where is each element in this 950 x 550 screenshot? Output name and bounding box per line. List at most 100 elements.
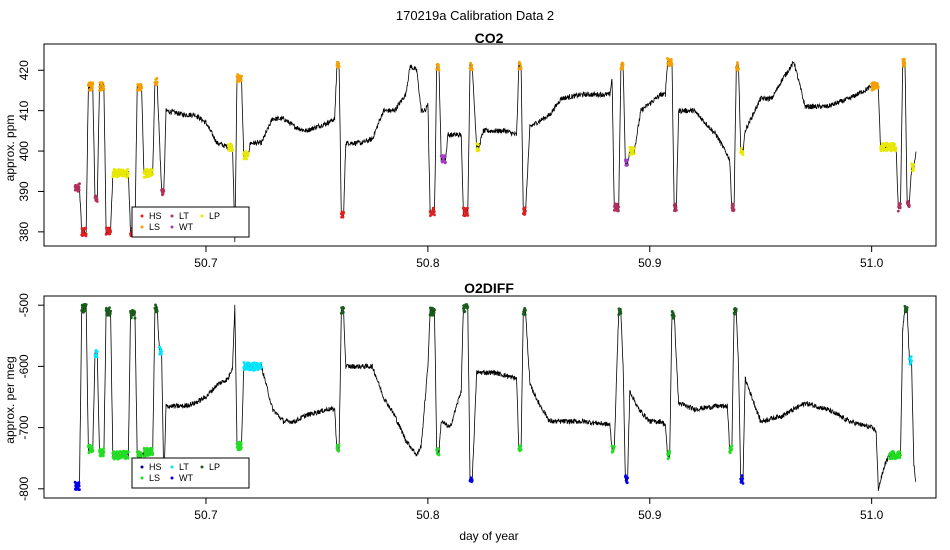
calibration-point [673,202,677,206]
calibration-point [126,450,130,454]
calibration-point [239,443,243,446]
y-tick-label: 420 [17,60,31,80]
calibration-point [77,484,81,488]
calibration-point [126,456,130,460]
figure-title: 170219a Calibration Data 2 [396,8,554,23]
legend-label: LS [149,473,160,483]
calibration-point [160,350,164,353]
calibration-point [78,488,81,491]
calibration-point [736,61,739,65]
calibration-point [668,449,672,453]
calibration-point [337,62,340,66]
calibration-point [670,58,673,61]
calibration-point [617,205,621,209]
x-tick-label: 50.7 [194,256,218,270]
calibration-point [337,444,341,447]
plot-frame [43,295,937,499]
calibration-point [433,213,436,217]
calibration-point [894,149,897,153]
calibration-point [145,446,149,450]
legend-label: LT [179,211,189,221]
legend-marker [140,214,144,218]
legend-marker [170,465,174,469]
legend-marker [140,476,144,480]
calibration-point [341,310,345,314]
calibration-point [155,83,159,87]
calibration-point [667,456,671,460]
calibration-point [246,151,250,155]
calibration-point [519,444,523,448]
y-tick-label: 400 [17,141,31,161]
y-tick-label: -800 [17,476,31,500]
calibration-point [436,65,440,69]
calibration-point [899,453,902,457]
legend-label: LT [179,462,189,472]
calibration-point [437,453,441,457]
calibration-point [903,62,907,65]
calibration-point [109,230,112,234]
calibration-point [155,77,159,80]
calibration-point [466,305,470,309]
calibration-point [155,80,159,84]
calibration-point [885,141,888,145]
calibration-point [523,313,527,317]
x-tick-label: 51.0 [860,256,884,270]
calibration-point [470,63,474,67]
calibration-point [161,192,165,196]
calibration-point [155,306,159,310]
calibration-point [626,163,629,167]
calibration-point [102,454,105,458]
calibration-point [905,306,909,309]
calibration-point [728,451,732,455]
calibration-point [342,306,345,310]
calibration-point [129,316,133,320]
y-tick-label: 410 [17,100,31,120]
calibration-point [903,64,907,68]
calibration-point [140,85,144,89]
o2diff-data-marks: 50.7 50.8 50.9 51.0 -800 -700 -600 -500 [17,293,937,522]
calibration-point [737,67,740,71]
legend-marker [200,465,204,469]
calibration-point [731,202,735,206]
calibration-point [740,146,743,150]
calibration-point [896,209,900,213]
calibration-point [102,87,106,91]
calibration-point [470,479,474,483]
calibration-point [259,361,263,365]
calibration-point [154,303,157,307]
co2-y-axis-label: approx. ppm [3,115,17,182]
calibration-point [126,168,129,171]
calibration-point [741,151,745,154]
legend-marker [170,476,174,480]
o2diff-panel-title: O2DIFF [464,280,514,296]
calibration-point [909,355,913,359]
calibration-point [133,316,137,320]
co2-legend: HS LT LP LS WT [131,206,250,238]
legend-box [131,457,250,489]
calibration-point [612,445,616,448]
calibration-point [671,311,675,315]
calibration-point [78,182,81,186]
o2diff-panel: O2DIFF approx. per meg 50.7 50.8 50.9 51.0 -… [3,280,937,522]
calibration-point [155,310,159,313]
calibration-point [432,210,436,214]
calibration-point [240,74,243,78]
calibration-point [124,454,128,457]
calibration-point [894,146,898,150]
legend-box [131,206,250,238]
calibration-point [95,195,98,199]
calibration-point [519,67,523,70]
x-tick-label: 50.9 [638,256,662,270]
legend-marker [140,465,144,469]
calibration-point [126,172,130,175]
calibration-point [523,206,527,210]
x-tick-label: 50.8 [416,256,440,270]
legend-label: HS [149,211,162,221]
calibration-point [84,308,87,312]
calibration-point [84,303,88,306]
calibration-point [437,68,441,72]
calibration-point [239,78,243,81]
calibration-point [342,210,345,214]
calibration-point [898,450,902,454]
